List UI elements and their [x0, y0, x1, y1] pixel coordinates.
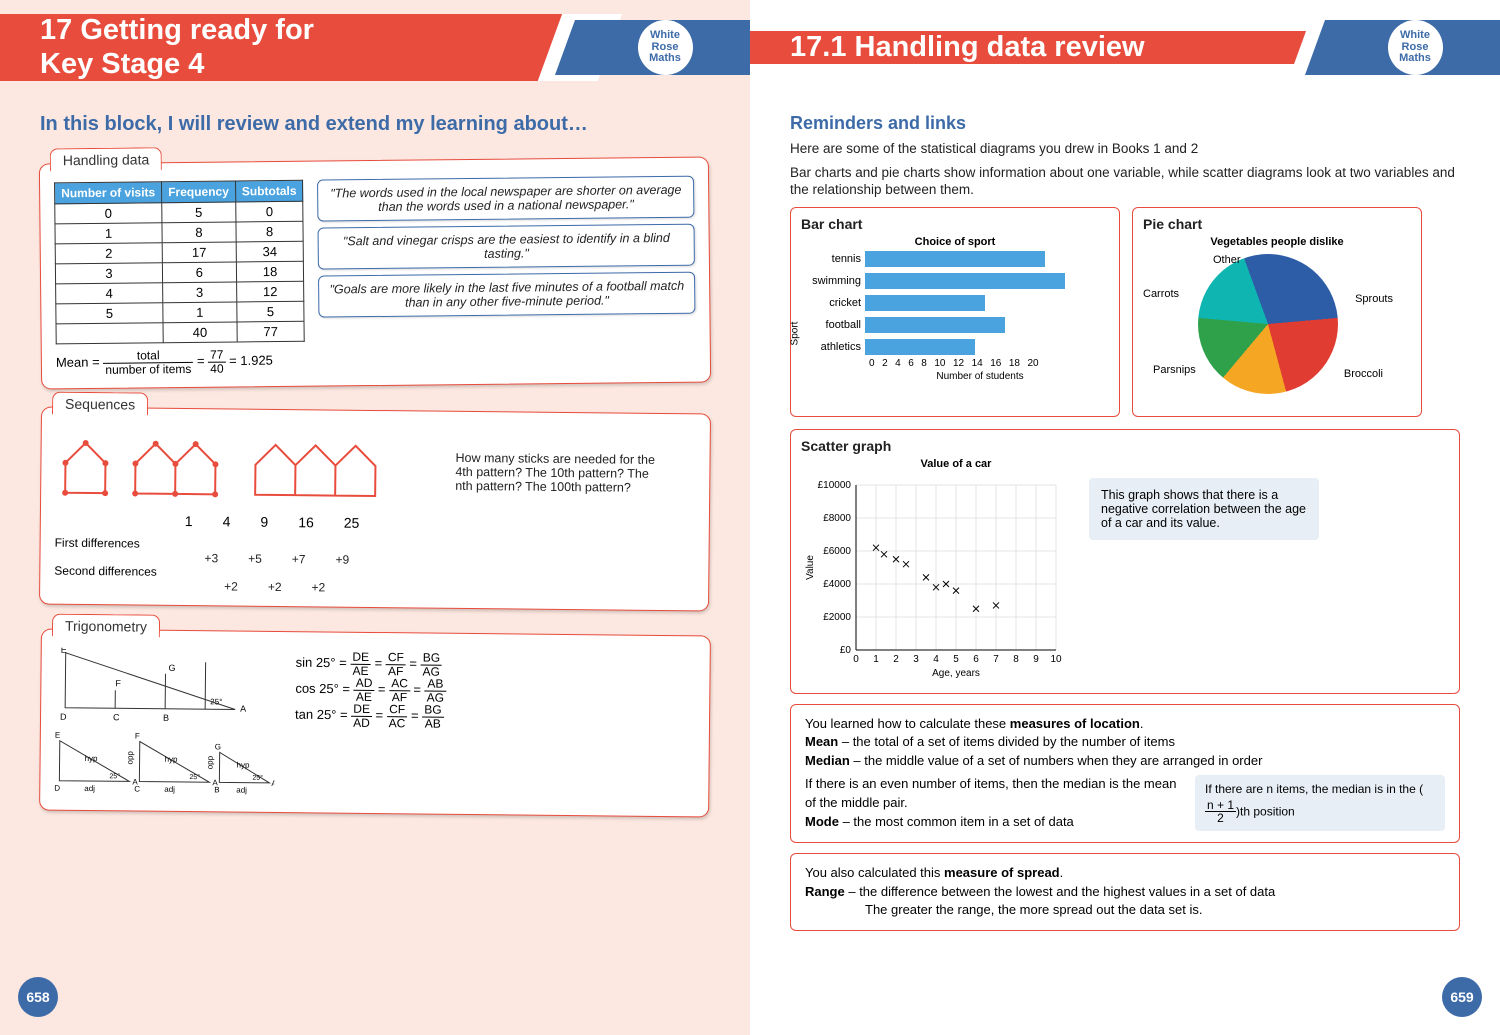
page-number-left: 658	[18, 977, 58, 1017]
svg-text:1: 1	[873, 654, 879, 665]
first-diff-label: First differences	[55, 536, 175, 551]
handling-data-card: Handling data Number of visitsFrequencyS…	[39, 156, 711, 389]
matchstick-patterns	[55, 428, 436, 512]
quote-2: "Salt and vinegar crisps are the easiest…	[318, 224, 695, 270]
pie-chart-box: Pie chart Vegetables people dislike Othe…	[1132, 207, 1422, 417]
svg-text:3: 3	[913, 654, 919, 665]
section-title: Reminders and links	[790, 113, 1460, 134]
svg-text:7: 7	[993, 654, 999, 665]
svg-text:10: 10	[1050, 654, 1062, 665]
trig-equations: sin 25° = DEAE = CFAF = BGAG cos 25° = A…	[295, 650, 447, 730]
svg-text:E: E	[55, 731, 60, 740]
sequence-question: How many sticks are needed for the 4th p…	[455, 451, 655, 495]
svg-text:B: B	[163, 713, 169, 723]
page-title-right: 17.1 Handling data review	[790, 31, 1145, 64]
svg-text:9: 9	[1033, 654, 1039, 665]
svg-text:6: 6	[973, 654, 979, 665]
scatter-note: This graph shows that there is a negativ…	[1089, 478, 1319, 540]
second-diff-label: Second differences	[54, 564, 174, 579]
svg-text:£10000: £10000	[818, 480, 852, 491]
svg-text:£8000: £8000	[823, 513, 851, 524]
page-spread: 17 Getting ready forKey Stage 4 WhiteRos…	[0, 0, 1500, 1035]
svg-text:5: 5	[953, 654, 959, 665]
median-hint: If there are n items, the median is in t…	[1195, 775, 1445, 831]
svg-text:£0: £0	[840, 645, 852, 656]
svg-text:25°: 25°	[252, 774, 263, 782]
svg-text:hyp: hyp	[85, 754, 99, 763]
svg-text:C: C	[113, 712, 120, 722]
svg-text:£2000: £2000	[823, 612, 851, 623]
svg-text:B: B	[214, 786, 219, 795]
svg-text:opp: opp	[206, 756, 215, 770]
svg-text:25°: 25°	[109, 772, 120, 780]
svg-text:opp: opp	[54, 750, 55, 764]
pie-chart: Other Sprouts Broccoli Parsnips Carrots	[1143, 248, 1393, 394]
sequences-card: Sequences	[39, 407, 711, 612]
first-diffs: +3+5+7+9	[204, 551, 694, 570]
svg-text:Age, years: Age, years	[932, 668, 980, 679]
svg-text:hyp: hyp	[165, 755, 179, 764]
svg-text:adj: adj	[84, 784, 95, 793]
svg-text:F: F	[115, 678, 121, 688]
mean-formula: Mean = totalnumber of items = 7740 = 1.9…	[56, 348, 306, 377]
intro-para-1: Here are some of the statistical diagram…	[790, 140, 1460, 158]
svg-text:25°: 25°	[189, 773, 200, 781]
measures-location-box: You learned how to calculate these measu…	[790, 704, 1460, 843]
card-tab: Sequences	[52, 392, 148, 416]
sequence-numbers: 1491625	[185, 513, 695, 534]
svg-text:25°: 25°	[210, 697, 222, 706]
bar-chart: Sport tennisswimmingcricketfootballathle…	[801, 248, 1091, 408]
card-tab: Handling data	[50, 147, 163, 171]
svg-text:G: G	[215, 743, 221, 752]
scatter-chart: £0 £2000 £4000 £6000 £8000 £10000 0 1 2 3 4 5 6 7 8 9 10…	[801, 470, 1071, 680]
trig-diagram: EFGADCB 25° hypoppadj25°ADE hypoppadj25°…	[54, 648, 276, 800]
svg-text:D: D	[60, 712, 67, 722]
svg-text:adj: adj	[236, 786, 247, 795]
svg-text:Value: Value	[805, 554, 816, 579]
svg-text:4: 4	[933, 654, 939, 665]
svg-text:E: E	[61, 648, 67, 655]
page-title-left: 17 Getting ready forKey Stage 4	[40, 14, 314, 81]
svg-text:C: C	[134, 785, 140, 794]
second-diffs: +2+2+2	[224, 580, 694, 599]
page-number-right: 659	[1442, 977, 1482, 1017]
svg-text:A: A	[240, 704, 246, 714]
svg-text:£6000: £6000	[823, 546, 851, 557]
svg-text:D: D	[54, 784, 60, 793]
bar-chart-box: Bar chart Choice of sport Sport tennissw…	[790, 207, 1120, 417]
header-right: 17.1 Handling data review WhiteRoseMaths	[750, 0, 1500, 95]
frequency-table: Number of visitsFrequencySubtotals 050 1…	[54, 180, 305, 345]
page-right: 17.1 Handling data review WhiteRoseMaths…	[750, 0, 1500, 1035]
svg-text:2: 2	[893, 654, 899, 665]
svg-text:hyp: hyp	[237, 761, 251, 770]
quote-3: "Goals are more likely in the last five …	[318, 272, 695, 318]
svg-text:F: F	[135, 732, 140, 741]
scatter-box: Scatter graph Value of a car £0£2000£400…	[790, 429, 1460, 694]
svg-text:adj: adj	[164, 785, 175, 794]
svg-text:0: 0	[853, 654, 859, 665]
intro-para-2: Bar charts and pie charts show informati…	[790, 164, 1460, 199]
trig-card: Trigonometry EFGADCB 25° hypoppadj25°ADE…	[39, 629, 711, 818]
svg-text:8: 8	[1013, 654, 1019, 665]
card-tab: Trigonometry	[52, 614, 160, 638]
svg-text:G: G	[169, 663, 176, 673]
measures-spread-box: You also calculated this measure of spre…	[790, 853, 1460, 932]
svg-text:A: A	[271, 779, 275, 788]
page-left: 17 Getting ready forKey Stage 4 WhiteRos…	[0, 0, 750, 1035]
intro-text: In this block, I will review and extend …	[40, 113, 710, 136]
svg-text:opp: opp	[126, 751, 135, 765]
svg-text:£4000: £4000	[823, 579, 851, 590]
quote-1: "The words used in the local newspaper a…	[317, 176, 694, 222]
logo-right: WhiteRoseMaths	[1388, 20, 1443, 75]
header-left: 17 Getting ready forKey Stage 4 WhiteRos…	[0, 0, 750, 95]
logo-left: WhiteRoseMaths	[638, 20, 693, 75]
